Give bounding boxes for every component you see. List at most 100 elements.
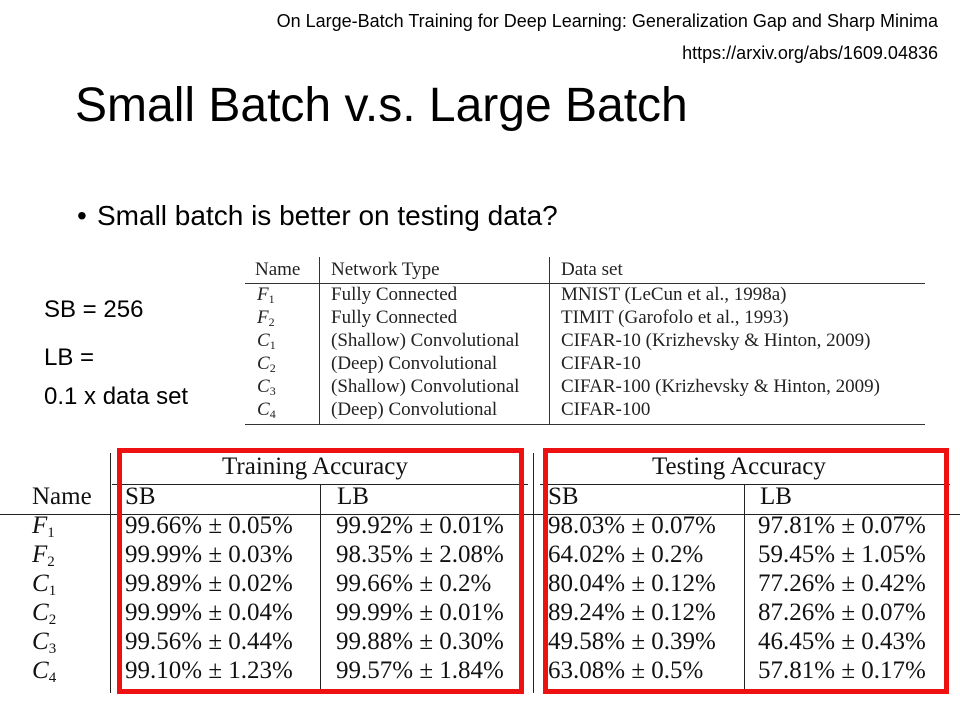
table-divider — [533, 453, 534, 693]
train-lb-cell: 98.35% ± 2.08% — [336, 541, 504, 568]
row-name-letter: C — [257, 330, 270, 351]
paper-reference-title: On Large-Batch Training for Deep Learnin… — [276, 11, 938, 31]
train-sb-cell: 99.99% ± 0.03% — [125, 541, 293, 568]
row-name: C1 — [32, 569, 56, 599]
training-highlight-box — [117, 448, 524, 694]
test-lb-cell: 57.81% ± 0.17% — [758, 657, 926, 684]
table-divider — [110, 453, 111, 693]
row-name-letter: F — [32, 512, 48, 539]
row-name: C4 — [257, 399, 276, 421]
train-lb-cell: 99.57% ± 1.84% — [336, 657, 504, 684]
row-name-subscript: 2 — [48, 612, 57, 628]
test-sb-cell: 80.04% ± 0.12% — [548, 570, 716, 597]
table-rule — [0, 514, 960, 515]
paper-reference-url: https://arxiv.org/abs/1609.04836 — [682, 43, 938, 63]
network-type-cell: (Deep) Convolutional — [331, 353, 498, 374]
train-sb-cell: 99.89% ± 0.02% — [125, 570, 293, 597]
row-name-subscript: 3 — [48, 641, 57, 657]
row-name-letter: F — [257, 307, 269, 328]
table-rule — [540, 484, 950, 485]
row-name-subscript: 1 — [47, 525, 55, 541]
train-lb-cell: 99.88% ± 0.30% — [336, 628, 504, 655]
row-name: F2 — [257, 307, 275, 329]
row-name: F2 — [32, 540, 55, 570]
testing-accuracy-header: Testing Accuracy — [652, 453, 826, 480]
sb-note: SB = 256 — [44, 296, 144, 323]
table-rule — [112, 484, 528, 485]
row-name-letter: F — [32, 541, 48, 568]
row-name: C2 — [32, 598, 56, 628]
table-header: Name — [255, 259, 301, 280]
name-header: Name — [32, 483, 92, 510]
lb-note-line2: 0.1 x data set — [44, 383, 189, 410]
accuracy-table: Training Accuracy Testing Accuracy Name … — [0, 445, 960, 720]
network-dataset-table: Name Network Type Data set F1 Fully Conne… — [245, 257, 925, 427]
table-divider — [319, 257, 320, 424]
row-name: C2 — [257, 353, 276, 375]
lb-note-line1: LB = — [44, 344, 95, 371]
row-name-letter: C — [32, 570, 49, 597]
dataset-cell: TIMIT (Garofolo et al., 1993) — [561, 307, 789, 328]
train-sb-header: SB — [125, 483, 156, 510]
row-name-subscript: 2 — [269, 361, 276, 375]
row-name-subscript: 3 — [269, 384, 276, 398]
network-type-cell: (Deep) Convolutional — [331, 399, 498, 420]
row-name-letter: C — [257, 353, 270, 374]
dataset-cell: CIFAR-10 (Krizhevsky & Hinton, 2009) — [561, 330, 871, 351]
train-sb-cell: 99.10% ± 1.23% — [125, 657, 293, 684]
test-lb-cell: 59.45% ± 1.05% — [758, 541, 926, 568]
row-name-letter: C — [257, 399, 270, 420]
test-sb-cell: 64.02% ± 0.2% — [548, 541, 704, 568]
test-sb-cell: 89.24% ± 0.12% — [548, 599, 716, 626]
row-name-letter: C — [257, 376, 270, 397]
test-sb-cell: 49.58% ± 0.39% — [548, 628, 716, 655]
row-name-subscript: 4 — [48, 670, 57, 686]
row-name: F1 — [257, 284, 275, 306]
table-rule — [245, 283, 925, 284]
test-lb-cell: 77.26% ± 0.42% — [758, 570, 926, 597]
test-sb-cell: 63.08% ± 0.5% — [548, 657, 704, 684]
row-name: C4 — [32, 656, 56, 686]
row-name-subscript: 1 — [268, 292, 275, 306]
test-lb-cell: 97.81% ± 0.07% — [758, 512, 926, 539]
row-name: C3 — [257, 376, 276, 398]
row-name: C1 — [257, 330, 276, 352]
training-accuracy-header: Training Accuracy — [222, 453, 408, 480]
row-name-subscript: 2 — [268, 315, 275, 329]
bullet-dot-icon: • — [77, 200, 87, 231]
row-name: C3 — [32, 627, 56, 657]
row-name-letter: C — [32, 628, 49, 655]
testing-highlight-box — [543, 448, 949, 694]
network-type-cell: Fully Connected — [331, 284, 458, 305]
bullet-point: • Small batch is better on testing data? — [77, 196, 558, 236]
table-divider — [320, 485, 321, 691]
row-name-subscript: 1 — [269, 338, 276, 352]
test-lb-cell: 46.45% ± 0.43% — [758, 628, 926, 655]
dataset-cell: CIFAR-100 (Krizhevsky & Hinton, 2009) — [561, 376, 880, 397]
table-divider — [744, 485, 745, 691]
row-name: F1 — [32, 511, 55, 541]
dataset-cell: CIFAR-10 — [561, 353, 641, 374]
slide-title: Small Batch v.s. Large Batch — [75, 79, 688, 132]
network-type-cell: (Shallow) Convolutional — [331, 376, 520, 397]
row-name-letter: C — [32, 657, 49, 684]
train-lb-cell: 99.66% ± 0.2% — [336, 570, 492, 597]
bullet-text: Small batch is better on testing data? — [97, 200, 558, 231]
train-lb-header: LB — [337, 483, 369, 510]
table-header: Data set — [561, 259, 623, 280]
network-type-cell: (Shallow) Convolutional — [331, 330, 520, 351]
test-lb-cell: 87.26% ± 0.07% — [758, 599, 926, 626]
train-sb-cell: 99.56% ± 0.44% — [125, 628, 293, 655]
row-name-subscript: 1 — [48, 583, 57, 599]
dataset-cell: CIFAR-100 — [561, 399, 651, 420]
test-sb-header: SB — [548, 483, 579, 510]
train-sb-cell: 99.66% ± 0.05% — [125, 512, 293, 539]
row-name-subscript: 4 — [269, 407, 276, 421]
row-name-letter: F — [257, 284, 269, 305]
row-name-subscript: 2 — [47, 554, 55, 570]
test-lb-header: LB — [760, 483, 792, 510]
row-name-letter: C — [32, 599, 49, 626]
table-divider — [549, 257, 550, 424]
train-lb-cell: 99.99% ± 0.01% — [336, 599, 504, 626]
train-lb-cell: 99.92% ± 0.01% — [336, 512, 504, 539]
